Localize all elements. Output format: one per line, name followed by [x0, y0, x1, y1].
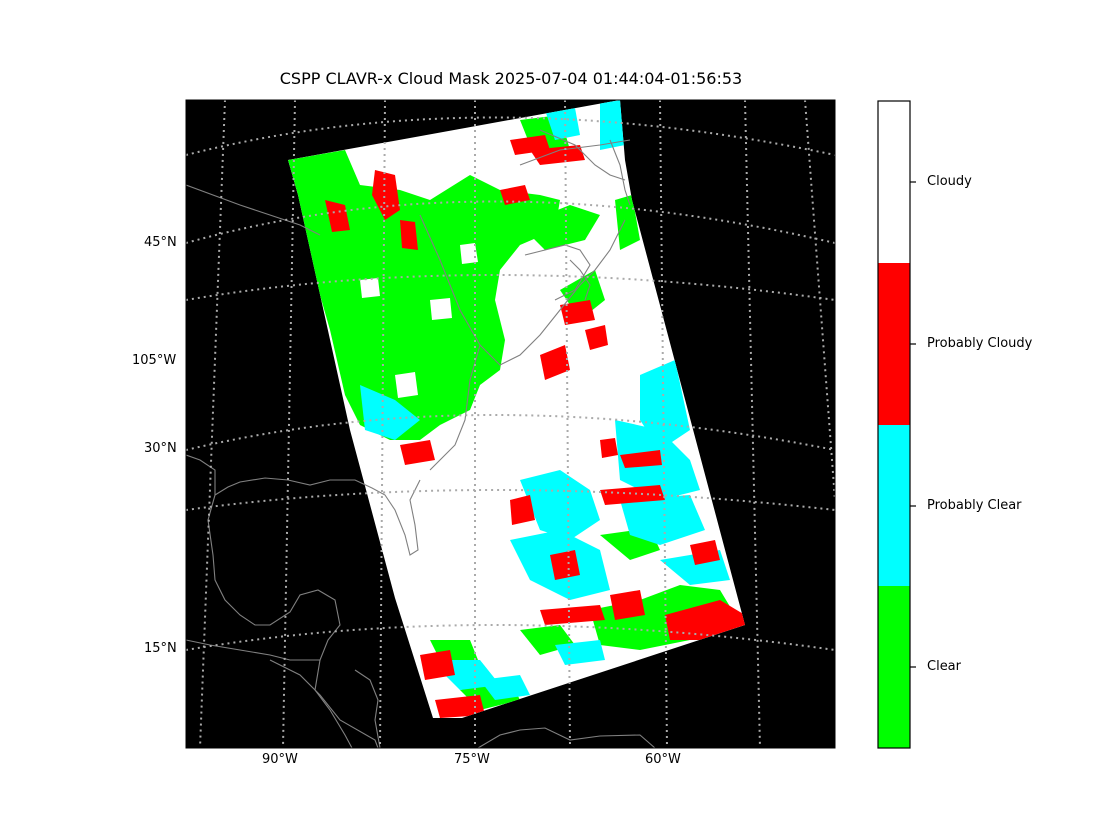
- colorbar-label-probably-clear: Probably Clear: [927, 498, 1022, 513]
- lon-label-90w: 90°W: [262, 752, 298, 767]
- colorbar-cloudy: [878, 101, 910, 263]
- colorbar-label-cloudy: Cloudy: [927, 174, 972, 189]
- cloudy-patches: [360, 243, 478, 398]
- colorbar-label-probably-cloudy: Probably Cloudy: [927, 336, 1033, 351]
- colorbar-clear: [878, 586, 910, 748]
- colorbar-probably-clear: [878, 425, 910, 586]
- map-title: CSPP CLAVR-x Cloud Mask 2025-07-04 01:44…: [279, 69, 743, 88]
- colorbar-probably-cloudy: [878, 263, 910, 425]
- map-frame: [185, 99, 836, 749]
- lat-label-15n: 15°N: [144, 641, 177, 656]
- lon-label-105w: 105°W: [132, 353, 177, 368]
- probably-cloudy-regions: [325, 135, 745, 718]
- colorbar-label-clear: Clear: [927, 659, 961, 674]
- lon-label-60w: 60°W: [645, 752, 681, 767]
- lat-label-30n: 30°N: [144, 441, 177, 456]
- lon-label-75w: 75°W: [454, 752, 490, 767]
- lat-label-45n: 45°N: [144, 235, 177, 250]
- graticule: [186, 100, 835, 748]
- colorbar: [877, 100, 916, 749]
